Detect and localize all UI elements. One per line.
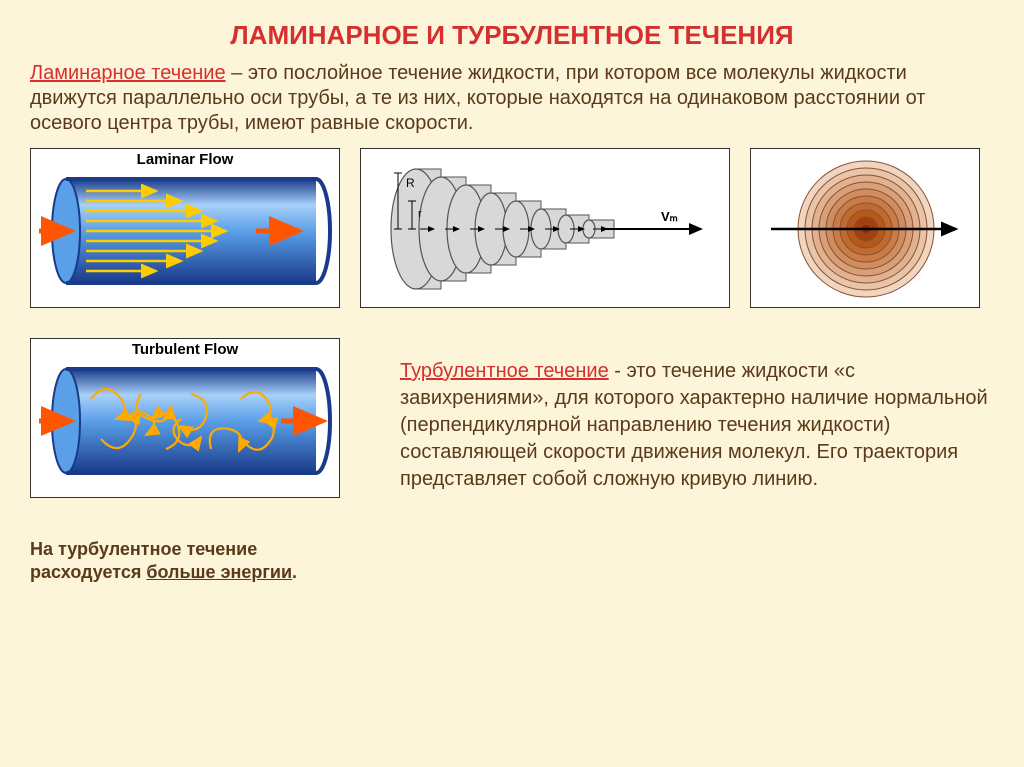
laminar-term: Ламинарное течение [30, 62, 226, 84]
bottom-row: Turbulent Flow На турбулентное течение р… [30, 338, 994, 585]
turbulent-definition: Турбулентное течение - это течение жидко… [400, 358, 994, 493]
laminar-definition: Ламинарное течение – это послойное течен… [30, 61, 994, 136]
concentric-svg [751, 149, 981, 309]
velocity-profile-svg: Rr Vₘ [361, 149, 731, 309]
turbulent-label: Turbulent Flow [132, 341, 238, 358]
footnote-underline: больше энергии [146, 562, 292, 582]
concentric-circles-diagram [750, 148, 980, 308]
svg-text:Vₘ: Vₘ [661, 209, 678, 224]
top-diagram-row: Laminar Flow Rr Vₘ [30, 148, 994, 308]
page-title: ЛАМИНАРНОЕ И ТУРБУЛЕНТНОЕ ТЕЧЕНИЯ [30, 20, 994, 51]
laminar-label: Laminar Flow [137, 151, 234, 168]
footnote-post: . [292, 562, 297, 582]
turbulent-column: Turbulent Flow На турбулентное течение р… [30, 338, 360, 585]
turbulent-flow-svg [31, 339, 341, 499]
turbulent-flow-diagram: Turbulent Flow [30, 338, 340, 498]
turbulent-term: Турбулентное течение [400, 360, 609, 382]
svg-text:R: R [406, 176, 415, 190]
energy-footnote: На турбулентное течение расходуется боль… [30, 538, 360, 585]
laminar-flow-diagram: Laminar Flow [30, 148, 340, 308]
svg-text:r: r [418, 208, 422, 220]
laminar-flow-svg [31, 149, 341, 309]
velocity-profile-diagram: Rr Vₘ [360, 148, 730, 308]
